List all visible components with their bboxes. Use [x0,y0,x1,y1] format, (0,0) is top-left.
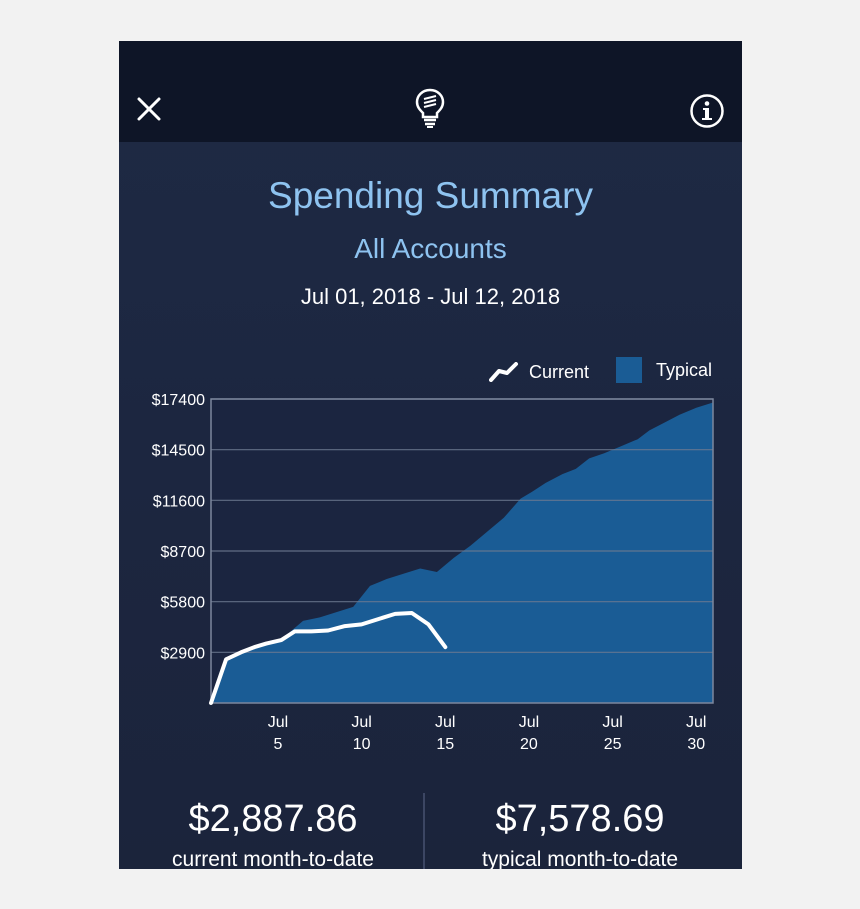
spending-chart: $17400 $14500 $11600 $8700 $5800 $2900 Jul 5 Jul… [152,392,714,753]
date-range: Jul 01, 2018 - Jul 12, 2018 [300,284,561,309]
x-tick-label: Jul [602,714,622,731]
phone-screen: Spending Summary All Accounts Jul 01, 20… [119,41,742,869]
typical-stat: $7,578.69 typical month-to-date [430,796,730,869]
top-bar [119,41,742,142]
x-tick-label: Jul [435,714,455,731]
y-tick-label: $8700 [161,544,206,561]
x-tick-label: 5 [273,736,282,753]
typical-label: typical month-to-date [481,848,679,869]
typical-value: $7,578.69 [495,798,665,840]
x-tick-label: 30 [687,736,705,753]
x-tick-label: Jul [686,714,706,731]
legend-typical-label: Typical [656,359,713,380]
typical-swatch [616,357,642,383]
accounts-subtitle[interactable]: All Accounts [354,233,507,264]
x-tick-label: 25 [604,736,622,753]
x-tick-label: Jul [268,714,288,731]
x-tick-label: 15 [436,736,454,753]
current-line-icon [489,362,518,382]
current-value: $2,887.86 [188,798,358,840]
current-stat: $2,887.86 current month-to-date [123,796,423,869]
y-tick-label: $14500 [152,443,205,460]
lightbulb-icon [415,88,445,128]
current-label: current month-to-date [172,848,374,869]
legend-typical: Typical [616,355,712,385]
legend-current: Current [489,359,589,385]
legend-current-label: Current [529,361,590,382]
close-icon[interactable] [133,93,165,125]
x-tick-label: Jul [351,714,371,731]
y-tick-label: $2900 [161,645,206,662]
x-tick-label: 20 [520,736,538,753]
stat-divider [423,793,425,869]
page-title: Spending Summary [268,175,593,216]
y-tick-label: $17400 [152,392,205,409]
x-tick-label: Jul [519,714,539,731]
info-icon[interactable] [689,93,725,129]
current-line [209,611,448,705]
plot-border [210,398,714,704]
x-tick-label: 10 [353,736,371,753]
y-tick-label: $11600 [153,493,205,510]
y-tick-label: $5800 [161,595,206,612]
